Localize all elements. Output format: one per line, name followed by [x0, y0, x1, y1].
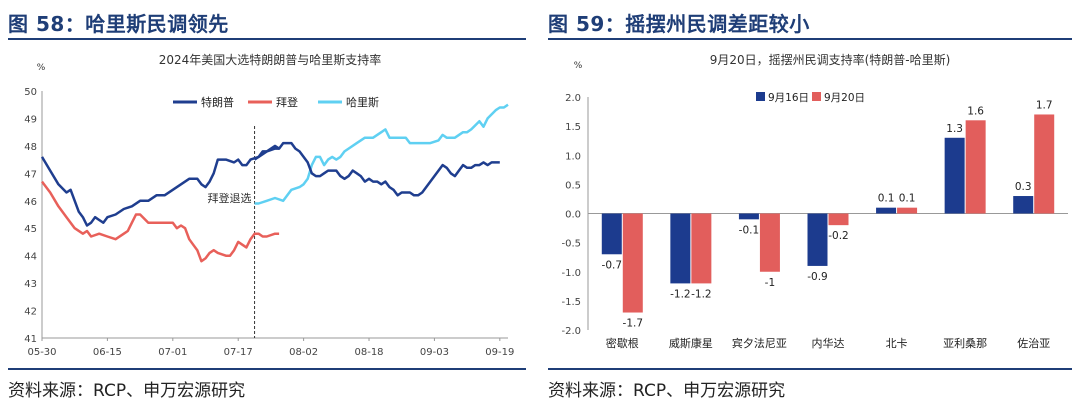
x-tick-label: 07-01: [158, 347, 187, 358]
data-label: -0.9: [807, 271, 828, 283]
legend-label-trump: 特朗普: [201, 95, 234, 109]
bar-sep16: [1013, 196, 1034, 214]
y-tick-label: 46: [24, 197, 37, 208]
category-label: 亚利桑那: [943, 337, 987, 350]
source-note-left: 资料来源：RCP、申万宏源研究: [8, 381, 246, 401]
series-line-trump-0: [40, 147, 280, 227]
data-label: -1: [765, 277, 775, 289]
source-rule-left: [8, 368, 526, 370]
y-tick-label: -2.0: [561, 326, 581, 337]
right-panel: 图 59：摇摆州民调差距较小 9月20日，摇摆州民调支持率(特朗普-哈里斯)% -…: [548, 0, 1072, 404]
bar-chart: 9月20日，摇摆州民调支持率(特朗普-哈里斯)% -2.0 -1.5 -1.0 -0.5…: [561, 52, 1068, 350]
y-tick-label: 49: [24, 114, 37, 125]
series-line-trump-3: [253, 141, 500, 197]
bar-sep20: [691, 213, 712, 284]
bar-sep16: [738, 213, 759, 220]
x-tick-label: 09-03: [420, 347, 449, 358]
x-tick-label: 08-18: [354, 347, 383, 358]
bar-sep16: [807, 213, 828, 266]
y-tick-label: 41: [24, 334, 37, 345]
unit-label: %: [574, 61, 583, 71]
x-tick-label: 06-15: [93, 347, 122, 358]
figure-title-right: 图 59：摇摆州民调差距较小: [548, 12, 810, 36]
y-tick-label: 1.5: [565, 122, 581, 133]
source-rule-right: [548, 368, 1072, 370]
category-label: 宾夕法尼亚: [732, 336, 787, 350]
data-label: -1.2: [691, 288, 712, 300]
bar-sep16: [670, 213, 691, 284]
bar-sep16: [876, 207, 897, 214]
figure-title-left: 图 58：哈里斯民调领先: [8, 12, 229, 36]
source-note-right: 资料来源：RCP、申万宏源研究: [548, 381, 786, 401]
y-tick-label: 45: [24, 224, 37, 235]
y-tick-label: 50: [24, 87, 37, 98]
data-label: -0.1: [739, 224, 760, 236]
data-label: 0.1: [878, 193, 895, 205]
x-tick-label: 05-30: [27, 347, 56, 358]
data-label: 1.6: [967, 105, 984, 117]
bar-sep20: [965, 120, 986, 214]
bar-sep20: [1034, 114, 1055, 214]
data-label: 1.7: [1036, 99, 1053, 111]
y-tick-label: 0.0: [565, 210, 581, 221]
annotation-bg: [203, 190, 254, 206]
legend-label-1: 9月20日: [824, 92, 865, 104]
chart-title: 9月20日，摇摆州民调支持率(特朗普-哈里斯): [710, 52, 951, 67]
bar-sep20: [897, 207, 918, 214]
bar-sep20: [759, 213, 780, 272]
title-rule-left: [8, 38, 526, 40]
x-tick-label: 09-19: [485, 347, 514, 358]
series-line-harris-2: [254, 103, 509, 205]
y-tick-label: 1.0: [565, 151, 581, 162]
data-label: 1.3: [946, 123, 963, 135]
annotation-label: 拜登退选: [208, 191, 252, 205]
bar-sep16: [944, 137, 965, 214]
data-label: -1.7: [623, 318, 644, 330]
chart-title: 2024年美国大选特朗朗普与哈里斯支持率: [159, 52, 382, 67]
y-tick-label: 43: [24, 279, 37, 290]
y-tick-label: 47: [24, 169, 37, 180]
y-tick-label: 48: [24, 142, 37, 153]
data-label: -0.2: [828, 230, 849, 242]
title-rule-right: [548, 38, 1072, 40]
category-label: 密歇根: [606, 336, 639, 350]
legend-swatch-1: [812, 92, 821, 101]
data-label: -1.2: [670, 288, 691, 300]
category-label: 威斯康星: [669, 336, 713, 350]
bar-sep20: [622, 213, 643, 313]
y-tick-label: 2.0: [565, 93, 581, 104]
unit-label: %: [37, 63, 46, 73]
category-label: 佐治亚: [1017, 336, 1050, 350]
bar-sep16: [601, 213, 622, 255]
bar-sep20: [828, 213, 849, 226]
x-tick-label: 08-02: [289, 347, 318, 358]
category-label: 北卡: [886, 337, 908, 350]
left-panel: 图 58：哈里斯民调领先 2024年美国大选特朗朗普与哈里斯支持率% 41 42 43…: [8, 0, 526, 404]
legend-label-0: 9月16日: [768, 92, 809, 104]
legend-label-biden: 拜登: [276, 95, 298, 109]
y-tick-label: 44: [24, 252, 37, 263]
series-line-biden-1: [41, 180, 280, 263]
x-tick-label: 07-17: [224, 347, 253, 358]
legend-swatch-0: [756, 92, 765, 101]
data-label: -0.7: [602, 259, 623, 271]
y-tick-label: -1.5: [561, 297, 581, 308]
data-label: 0.1: [899, 193, 916, 205]
data-label: 0.3: [1015, 181, 1032, 193]
y-tick-label: 42: [24, 307, 37, 318]
y-tick-label: -0.5: [561, 239, 581, 250]
y-tick-label: 0.5: [565, 180, 581, 191]
legend-label-harris: 哈里斯: [346, 96, 379, 109]
line-chart: 2024年美国大选特朗朗普与哈里斯支持率% 41 42 43 44 45 46 47 48 49 5…: [24, 52, 514, 358]
y-tick-label: -1.0: [561, 268, 581, 279]
category-label: 内华达: [812, 336, 845, 350]
